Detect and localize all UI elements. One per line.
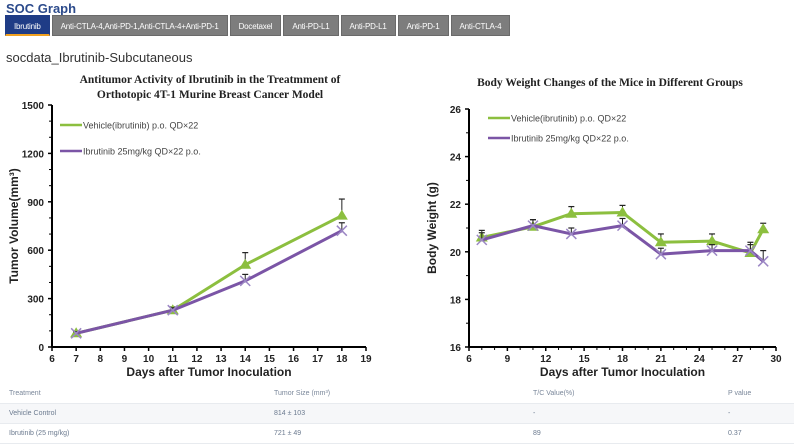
chart2-x-tick-label: 6 [466,354,472,365]
chart1-vehicle-legend-label: Vehicle(ibrutinib) p.o. QD×22 [83,121,198,131]
chart1-x-tick-label: 7 [73,354,79,365]
chart2-y-tick-label: 22 [450,200,462,211]
chart2-y-tick-label: 24 [450,153,462,164]
chart2-x-tick-label: 15 [579,354,591,365]
chart1-y-axis-label: Tumor Volume(mm³) [7,168,21,284]
chart2-title: Body Weight Changes of the Mice in Diffe… [477,77,743,89]
table-row: Vehicle Control 814 ± 103 - - [0,404,794,424]
cell-treatment: Vehicle Control [9,410,57,417]
chart1-x-axis-label: Days after Tumor Inoculation [126,365,291,379]
chart2-vehicle-point [654,236,667,247]
chart1-x-tick-label: 18 [336,354,348,365]
chart1-x-tick-label: 17 [312,354,324,365]
chart1-x-tick-label: 19 [360,354,372,365]
chart1-ibrutinib-line [75,229,343,335]
chart1-ibrutinib-point [239,275,251,287]
tab-anti-pd-l1-a[interactable]: Anti-PD-L1 [283,15,339,36]
chart1-vehicle-line [75,214,343,335]
chart1-y-tick-label: 900 [27,198,44,209]
chart1-x-tick-label: 10 [143,354,155,365]
chart1-ibrutinib-legend-label: Ibrutinib 25mg/kg QD×22 p.o. [83,147,201,157]
header-p-value: P value [728,390,752,397]
chart1-title: Orthotopic 4T-1 Murine Breast Cancer Mod… [97,89,323,101]
charts-canvas: Antitumor Activity of Ibrutinib in the T… [7,74,782,379]
cell-p-value: - [728,410,731,417]
header-treatment: Treatment [9,390,41,397]
chart2-ibrutinib-point [565,228,577,240]
chart2-x-tick-label: 12 [540,354,552,365]
chart2-ibrutinib-legend-label: Ibrutinib 25mg/kg QD×22 p.o. [511,134,629,144]
chart2-x-axis-label: Days after Tumor Inoculation [540,365,705,379]
chart1-x-tick-label: 6 [49,354,55,365]
table-row: Ibrutinib (25 mg/kg) 721 ± 49 89 0.37 [0,424,794,444]
chart1-y-tick-label: 1200 [22,149,45,160]
chart1-x-tick-label: 11 [167,354,178,365]
page-title: SOC Graph [6,1,77,16]
chart1-x-tick-label: 15 [264,354,276,365]
tab-anti-ctla4-anti-pd1-combo[interactable]: Anti-CTLA-4,Anti-PD-1,Anti-CTLA-4+Anti-P… [51,15,228,36]
cell-tc-value: - [533,410,536,417]
header-tumor-size: Tumor Size (mm³) [274,390,331,397]
tab-docetaxel[interactable]: Docetaxel [229,15,282,36]
chart1-ibrutinib-point [167,304,179,316]
cell-tumor-size: 721 ± 49 [274,430,302,437]
chart2-x-tick-label: 21 [655,354,667,365]
chart1-x-tick-label: 16 [288,354,300,365]
chart2-y-tick-label: 18 [450,295,462,306]
chart2-x-tick-label: 9 [505,354,511,365]
chart2-ibrutinib-line [481,224,765,263]
chart2-ibrutinib-point [757,255,769,267]
chart2-ibrutinib-point [655,248,667,260]
chart2-x-tick-label: 18 [617,354,629,365]
chart1-vehicle-point [335,209,348,220]
cell-p-value: 0.37 [728,430,742,437]
chart2-ibrutinib-point [616,220,629,232]
chart1-vehicle-point [239,258,252,269]
tab-anti-ctla-4[interactable]: Anti-CTLA-4 [450,15,511,36]
chart2-ibrutinib-point [476,234,488,246]
tab-anti-pd-1[interactable]: Anti-PD-1 [397,15,449,36]
chart1-y-tick-label: 1500 [22,101,45,112]
chart2-vehicle-point [565,207,578,218]
chart2-vehicle-point [706,235,719,246]
chart2-ibrutinib-point [706,245,718,257]
chart2-x-tick-label: 27 [732,354,744,365]
chart1-x-tick-label: 9 [122,354,128,365]
tab-anti-pd-l1-b[interactable]: Anti-PD-L1 [340,15,396,36]
tab-ibrutinib[interactable]: Ibrutinib [5,15,50,36]
chart1-ibrutinib-point [70,327,82,339]
chart2-x-tick-label: 30 [770,354,782,365]
chart2-y-tick-label: 16 [450,343,462,354]
chart1-x-tick-label: 8 [98,354,104,365]
chart2-y-tick-label: 26 [450,105,462,116]
chart1-x-tick-label: 12 [191,354,203,365]
chart1-x-tick-label: 13 [216,354,228,365]
chart1-x-tick-label: 14 [240,354,252,365]
cell-treatment: Ibrutinib (25 mg/kg) [9,430,70,437]
cell-tc-value: 89 [533,430,541,437]
chart2-y-axis-label: Body Weight (g) [425,182,439,274]
chart1-ibrutinib-point [336,225,348,237]
chart2-vehicle-legend-label: Vehicle(ibrutinib) p.o. QD×22 [511,114,626,124]
header-tc-value: T/C Value(%) [533,390,575,397]
treatment-tabs: Ibrutinib Anti-CTLA-4,Anti-PD-1,Anti-CTL… [5,15,511,36]
chart2-ibrutinib-point [744,245,756,257]
chart2-y-tick-label: 20 [450,248,462,259]
chart2-vehicle-point [757,223,770,234]
chart2-ibrutinib-point [527,220,539,232]
table-header-row: Treatment Tumor Size (mm³) T/C Value(%) … [0,384,794,404]
results-table: Treatment Tumor Size (mm³) T/C Value(%) … [0,384,794,444]
chart1-y-tick-label: 600 [27,246,44,257]
chart1-y-tick-label: 300 [27,295,44,306]
section-title: socdata_Ibrutinib-Subcutaneous [6,50,193,65]
chart1-title: Antitumor Activity of Ibrutinib in the T… [80,74,341,86]
chart1-y-tick-label: 0 [38,343,44,354]
chart2-vehicle-point [616,206,629,217]
chart2-x-tick-label: 24 [694,354,706,365]
cell-tumor-size: 814 ± 103 [274,410,306,417]
